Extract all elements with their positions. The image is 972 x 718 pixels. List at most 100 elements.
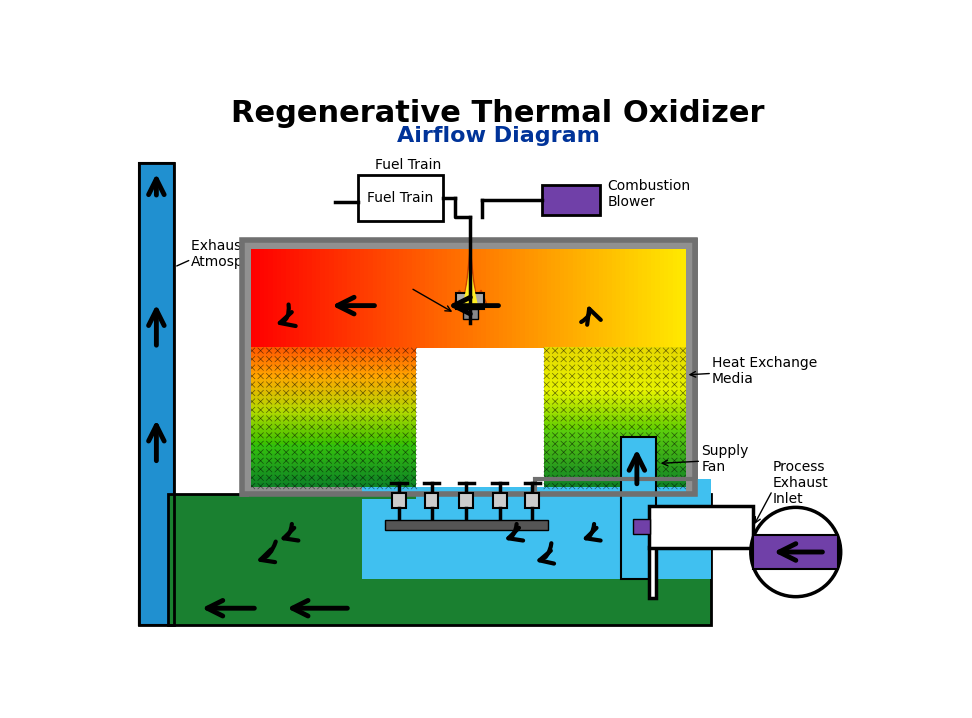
- Bar: [250, 436, 416, 440]
- Bar: [273, 249, 278, 348]
- Bar: [535, 479, 695, 498]
- Bar: [544, 449, 685, 454]
- Bar: [544, 375, 685, 379]
- Bar: [250, 483, 416, 488]
- Bar: [250, 428, 416, 432]
- Bar: [544, 411, 685, 415]
- Bar: [242, 240, 695, 494]
- Bar: [503, 249, 508, 348]
- Bar: [544, 442, 685, 446]
- Bar: [250, 383, 416, 388]
- Bar: [250, 353, 416, 357]
- Bar: [651, 249, 656, 348]
- Bar: [542, 249, 547, 348]
- Bar: [250, 416, 416, 421]
- Bar: [260, 249, 264, 348]
- Bar: [250, 422, 416, 426]
- Bar: [660, 249, 665, 348]
- Bar: [544, 386, 685, 391]
- Bar: [544, 408, 685, 412]
- Bar: [381, 249, 387, 348]
- Bar: [544, 367, 685, 371]
- Bar: [544, 397, 685, 401]
- Bar: [544, 355, 685, 360]
- Bar: [544, 483, 685, 488]
- Bar: [250, 400, 416, 404]
- Bar: [520, 249, 526, 348]
- Bar: [250, 367, 416, 371]
- Bar: [250, 378, 416, 382]
- Bar: [525, 249, 530, 348]
- Bar: [648, 546, 656, 598]
- Bar: [512, 249, 517, 348]
- Bar: [250, 447, 416, 452]
- Bar: [250, 386, 416, 391]
- Bar: [544, 467, 685, 471]
- Bar: [544, 403, 685, 407]
- Bar: [544, 350, 685, 354]
- Bar: [372, 249, 378, 348]
- Bar: [356, 249, 361, 348]
- Bar: [430, 249, 434, 348]
- Bar: [544, 406, 685, 410]
- Bar: [544, 391, 685, 396]
- Text: Exhaust to
Atmosphere: Exhaust to Atmosphere: [191, 239, 275, 269]
- Bar: [544, 469, 685, 473]
- Bar: [385, 521, 548, 530]
- Bar: [168, 494, 711, 625]
- Bar: [412, 249, 417, 348]
- Bar: [407, 249, 412, 348]
- Bar: [638, 249, 643, 348]
- Bar: [330, 249, 334, 348]
- Bar: [264, 249, 269, 348]
- Bar: [250, 475, 416, 479]
- Bar: [486, 249, 491, 348]
- Bar: [456, 292, 484, 309]
- Bar: [416, 348, 544, 487]
- Bar: [250, 461, 416, 465]
- Bar: [442, 249, 447, 348]
- Bar: [392, 493, 406, 508]
- Bar: [464, 249, 469, 348]
- Bar: [551, 249, 556, 348]
- Bar: [250, 464, 416, 468]
- Bar: [281, 249, 287, 348]
- Bar: [529, 249, 535, 348]
- Bar: [544, 364, 685, 368]
- Bar: [544, 458, 685, 462]
- Bar: [250, 449, 416, 454]
- Bar: [416, 249, 421, 348]
- Bar: [250, 348, 416, 352]
- Bar: [673, 249, 677, 348]
- Circle shape: [750, 508, 841, 597]
- Bar: [460, 249, 465, 348]
- Bar: [250, 369, 416, 373]
- Bar: [333, 249, 338, 348]
- Bar: [295, 249, 299, 348]
- Bar: [451, 249, 456, 348]
- Bar: [268, 249, 273, 348]
- Bar: [573, 249, 577, 348]
- Bar: [544, 425, 685, 429]
- Bar: [669, 249, 674, 348]
- Bar: [463, 309, 478, 320]
- Bar: [544, 444, 685, 449]
- Bar: [242, 240, 695, 249]
- Bar: [590, 249, 595, 348]
- Bar: [298, 249, 304, 348]
- Bar: [250, 452, 416, 457]
- Text: Natural Gas
Fired Burner: Natural Gas Fired Burner: [362, 267, 447, 297]
- Bar: [290, 249, 295, 348]
- Bar: [250, 439, 416, 443]
- Bar: [621, 437, 656, 579]
- Bar: [250, 493, 416, 499]
- Bar: [437, 249, 443, 348]
- Bar: [250, 480, 416, 485]
- Text: Airflow Switching Valves: Airflow Switching Valves: [382, 462, 551, 476]
- Bar: [555, 249, 561, 348]
- Bar: [633, 519, 650, 534]
- Text: Supply
Fan: Supply Fan: [701, 444, 748, 474]
- Bar: [395, 249, 399, 348]
- Bar: [390, 249, 396, 348]
- Bar: [544, 493, 685, 499]
